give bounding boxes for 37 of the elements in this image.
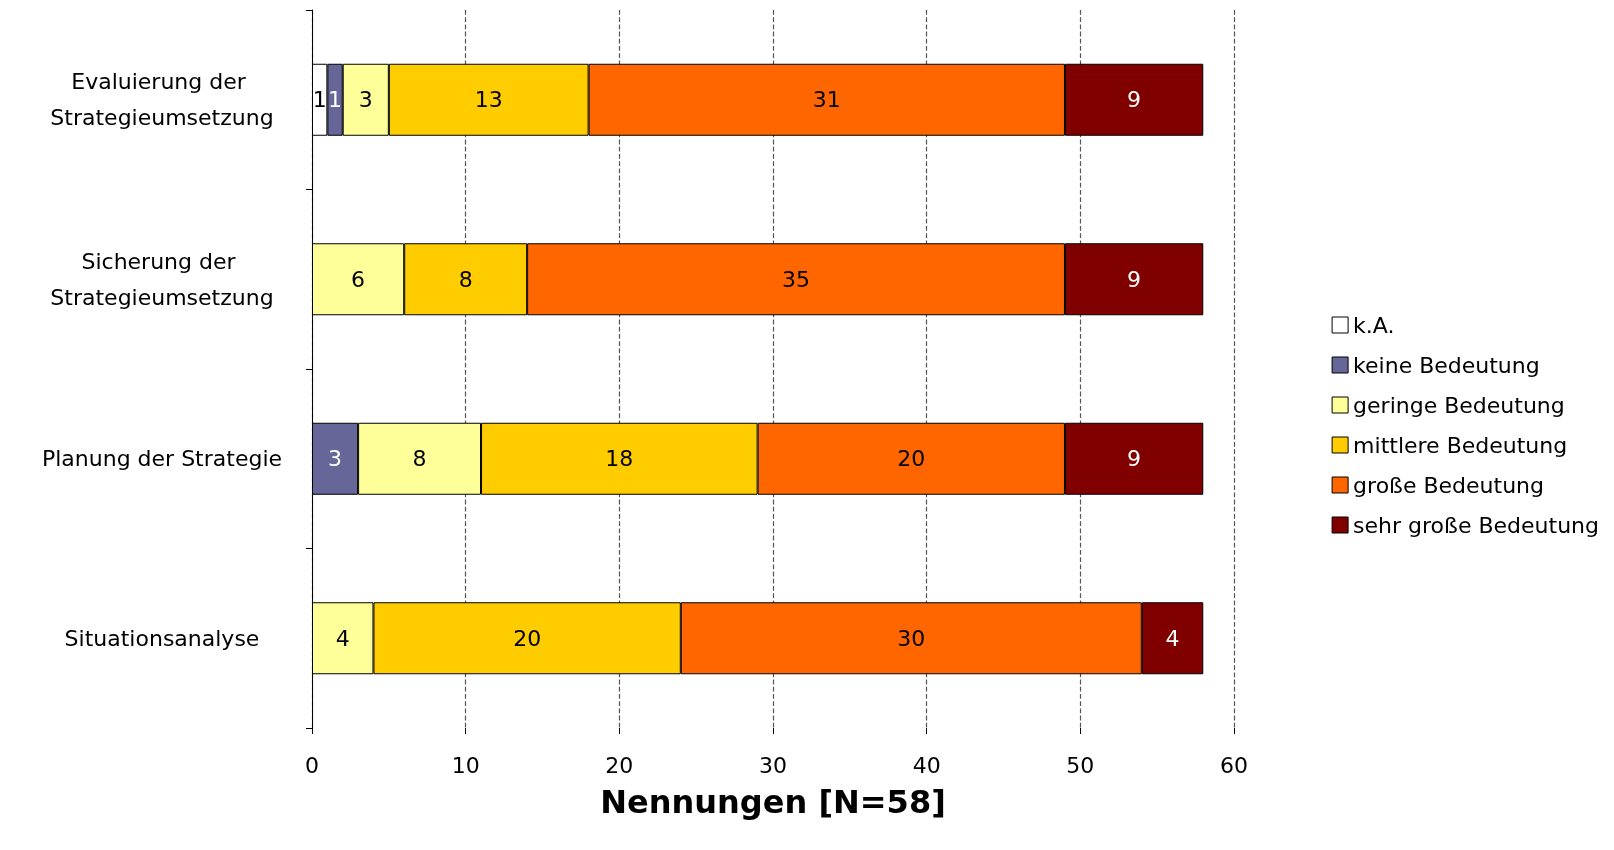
data-label: 9 <box>1127 266 1142 292</box>
legend-label: große Bedeutung <box>1353 472 1545 498</box>
x-tick-label: 0 <box>305 752 319 778</box>
legend-label: keine Bedeutung <box>1353 352 1540 378</box>
legend-label: k.A. <box>1353 312 1395 338</box>
data-label: 3 <box>328 446 343 472</box>
data-label: 9 <box>1127 446 1142 472</box>
x-axis-title: Nennungen [N=58] <box>600 783 946 821</box>
x-tick-label: 20 <box>605 752 634 778</box>
x-tick-label: 60 <box>1220 752 1248 778</box>
x-tick-label: 30 <box>759 752 787 778</box>
data-label: 1 <box>312 87 327 113</box>
data-label: 3 <box>358 87 373 113</box>
x-tick-label: 50 <box>1066 752 1095 778</box>
y-tick-label: Planung der Strategie <box>41 446 283 472</box>
data-label: 6 <box>351 266 366 292</box>
data-label: 18 <box>605 446 634 472</box>
data-label: 13 <box>474 87 503 113</box>
y-tick-label: Evaluierung der Strategieumsetzung <box>50 69 274 131</box>
legend-label: geringe Bedeutung <box>1353 392 1565 418</box>
legend-label: sehr große Bedeutung <box>1353 512 1600 538</box>
y-tick-label: Situationsanalyse <box>64 625 260 651</box>
data-label: 30 <box>897 625 926 651</box>
data-label: 4 <box>335 625 350 651</box>
data-label: 8 <box>458 266 473 292</box>
y-tick-label: Sicherung der Strategieumsetzung <box>50 248 274 310</box>
data-label: 20 <box>897 446 926 472</box>
x-tick-label: 10 <box>451 752 480 778</box>
x-tick-label: 40 <box>912 752 941 778</box>
data-label: 35 <box>782 266 811 292</box>
data-label: 9 <box>1127 87 1142 113</box>
data-label: 1 <box>328 87 343 113</box>
data-label: 31 <box>812 87 841 113</box>
legend-label: mittlere Bedeutung <box>1353 432 1568 458</box>
data-label: 20 <box>513 625 542 651</box>
data-label: 8 <box>412 446 427 472</box>
data-label: 4 <box>1165 625 1180 651</box>
